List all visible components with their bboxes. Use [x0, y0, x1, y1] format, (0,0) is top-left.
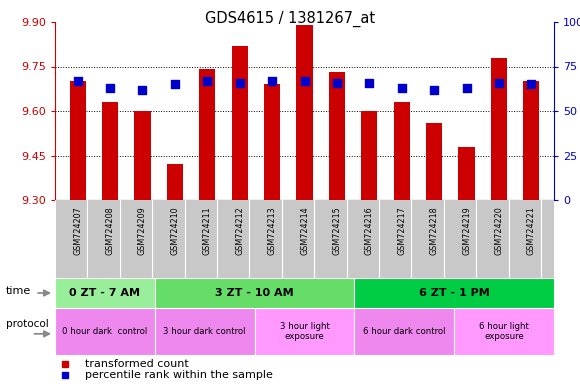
Bar	[458, 147, 474, 200]
Bar	[361, 111, 378, 200]
Bar	[102, 102, 118, 200]
Text: GSM724210: GSM724210	[171, 206, 179, 255]
Text: GSM724211: GSM724211	[203, 206, 212, 255]
Bar	[167, 164, 183, 200]
Point	[332, 79, 342, 86]
Bar	[255, 308, 354, 355]
Bar	[454, 308, 554, 355]
Text: 3 ZT - 10 AM: 3 ZT - 10 AM	[215, 288, 294, 298]
Text: GSM724216: GSM724216	[365, 206, 374, 255]
Text: 6 hour light
exposure: 6 hour light exposure	[479, 322, 529, 341]
Text: GSM724207: GSM724207	[73, 206, 82, 255]
Bar	[155, 278, 354, 308]
Point	[235, 79, 244, 86]
Text: time: time	[5, 286, 31, 296]
Text: GDS4615 / 1381267_at: GDS4615 / 1381267_at	[205, 11, 375, 27]
Bar	[329, 73, 345, 200]
Bar	[354, 278, 554, 308]
Text: 6 hour dark control: 6 hour dark control	[363, 327, 445, 336]
Bar	[135, 111, 151, 200]
Text: GSM724209: GSM724209	[138, 206, 147, 255]
Bar	[55, 278, 155, 308]
Point	[429, 86, 438, 93]
Bar	[70, 81, 86, 200]
Point	[138, 86, 147, 93]
Point	[300, 78, 309, 84]
Text: protocol: protocol	[5, 319, 48, 329]
Text: 0 hour dark  control: 0 hour dark control	[62, 327, 147, 336]
Point	[397, 85, 407, 91]
Text: GSM724220: GSM724220	[494, 206, 503, 255]
Point	[106, 85, 115, 91]
Bar	[394, 102, 410, 200]
Text: 3 hour light
exposure: 3 hour light exposure	[280, 322, 329, 341]
Bar	[199, 70, 215, 200]
Point	[494, 79, 503, 86]
Text: 0 ZT - 7 AM: 0 ZT - 7 AM	[70, 288, 140, 298]
Bar	[296, 25, 313, 200]
Text: GSM724215: GSM724215	[332, 206, 342, 255]
Text: GSM724218: GSM724218	[430, 206, 438, 255]
Point	[171, 81, 180, 88]
Text: GSM724212: GSM724212	[235, 206, 244, 255]
Bar	[523, 81, 539, 200]
Text: percentile rank within the sample: percentile rank within the sample	[85, 370, 273, 380]
Bar	[155, 308, 255, 355]
Bar	[354, 308, 454, 355]
Text: GSM724208: GSM724208	[106, 206, 115, 255]
Point	[73, 78, 82, 84]
Bar	[426, 123, 442, 200]
Point	[462, 85, 471, 91]
Bar	[231, 46, 248, 200]
Text: transformed count: transformed count	[85, 359, 188, 369]
Text: GSM724219: GSM724219	[462, 206, 471, 255]
Bar	[491, 58, 507, 200]
Point	[202, 78, 212, 84]
Text: GSM724213: GSM724213	[267, 206, 277, 255]
Point	[365, 79, 374, 86]
Text: GSM724214: GSM724214	[300, 206, 309, 255]
Text: GSM724221: GSM724221	[527, 206, 536, 255]
Bar	[55, 308, 155, 355]
Bar	[264, 84, 280, 200]
Text: 3 hour dark control: 3 hour dark control	[164, 327, 246, 336]
Point	[527, 81, 536, 88]
Text: GSM724217: GSM724217	[397, 206, 406, 255]
Point	[267, 78, 277, 84]
Text: 6 ZT - 1 PM: 6 ZT - 1 PM	[419, 288, 490, 298]
